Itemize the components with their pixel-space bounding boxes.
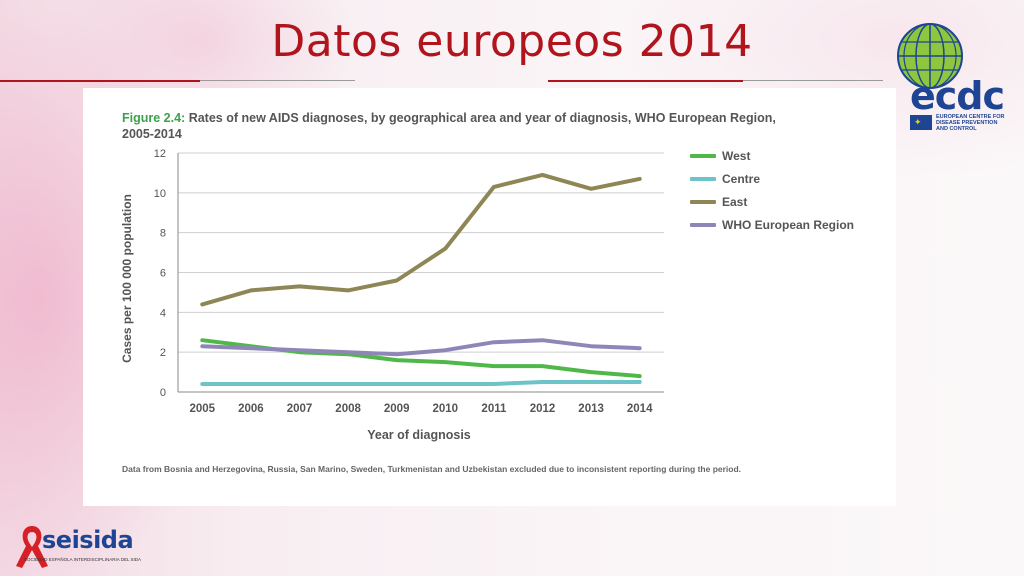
x-axis-label: Year of diagnosis: [367, 428, 471, 442]
eu-flag-icon: ✦: [910, 115, 932, 130]
title-rule-left: [0, 80, 200, 82]
ecdc-wordmark: ecdc: [910, 74, 1005, 118]
y-tick-label: 12: [154, 148, 166, 160]
y-tick-label: 4: [160, 307, 166, 319]
legend-item: WHO European Region: [690, 213, 854, 236]
legend-swatch: [690, 199, 716, 204]
globe-icon: [897, 23, 963, 89]
seisida-wordmark: seisida: [42, 526, 134, 554]
title-rule-right: [743, 80, 883, 81]
legend-item: Centre: [690, 167, 854, 190]
figure-panel: [83, 88, 896, 506]
legend-item: East: [690, 190, 854, 213]
legend-swatch: [690, 176, 716, 181]
x-tick-label: 2009: [384, 403, 410, 415]
figure-caption: Figure 2.4: Rates of new AIDS diagnoses,…: [122, 110, 822, 142]
seisida-logo: seisida SOCIEDAD ESPAÑOLA INTERDISCIPLIN…: [12, 520, 162, 572]
title-rule-mid-left: [200, 80, 355, 81]
y-tick-label: 0: [160, 387, 166, 399]
series-line-who-european-region: [200, 338, 642, 357]
series-line-centre: [200, 380, 642, 386]
title-rule-mid: [548, 80, 743, 82]
x-tick-label: 2005: [190, 403, 216, 415]
x-tick-label: 2011: [481, 403, 507, 415]
legend-item: West: [690, 144, 854, 167]
red-ribbon-icon: [16, 526, 48, 568]
x-tick-label: 2007: [287, 403, 313, 415]
ecdc-subtitle: EUROPEAN CENTRE FOR DISEASE PREVENTION A…: [936, 114, 1005, 132]
x-tick-label: 2013: [578, 403, 604, 415]
ecdc-logo: ecdc ✦ EUROPEAN CENTRE FOR DISEASE PREVE…: [884, 20, 1014, 140]
slide-title: Datos europeos 2014: [271, 16, 753, 67]
x-tick-label: 2010: [433, 403, 459, 415]
legend-label: East: [722, 194, 748, 209]
y-tick-label: 6: [160, 268, 166, 280]
x-tick-label: 2006: [238, 403, 264, 415]
figure-caption-line1: Rates of new AIDS diagnoses, by geograph…: [185, 111, 776, 125]
chart-legend: West Centre East WHO European Region: [690, 144, 854, 236]
figure-number: Figure 2.4:: [122, 111, 186, 125]
y-tick-label: 10: [154, 188, 166, 200]
legend-label: Centre: [722, 171, 761, 186]
y-tick-label: 2: [160, 347, 166, 359]
legend-swatch: [690, 222, 716, 227]
legend-label: West: [722, 148, 751, 163]
x-tick-label: 2014: [627, 403, 653, 415]
y-axis-label: Cases per 100 000 population: [120, 194, 134, 363]
figure-caption-line2: 2005-2014: [122, 127, 182, 141]
x-tick-label: 2012: [530, 403, 556, 415]
legend-swatch: [690, 153, 716, 158]
series-line-east: [200, 172, 642, 307]
figure-footnote: Data from Bosnia and Herzegovina, Russia…: [122, 464, 742, 474]
seisida-subtitle: SOCIEDAD ESPAÑOLA INTERDISCIPLINARIA DEL…: [24, 557, 142, 562]
x-tick-label: 2008: [335, 403, 361, 415]
legend-label: WHO European Region: [722, 217, 854, 232]
y-tick-label: 8: [160, 228, 166, 240]
